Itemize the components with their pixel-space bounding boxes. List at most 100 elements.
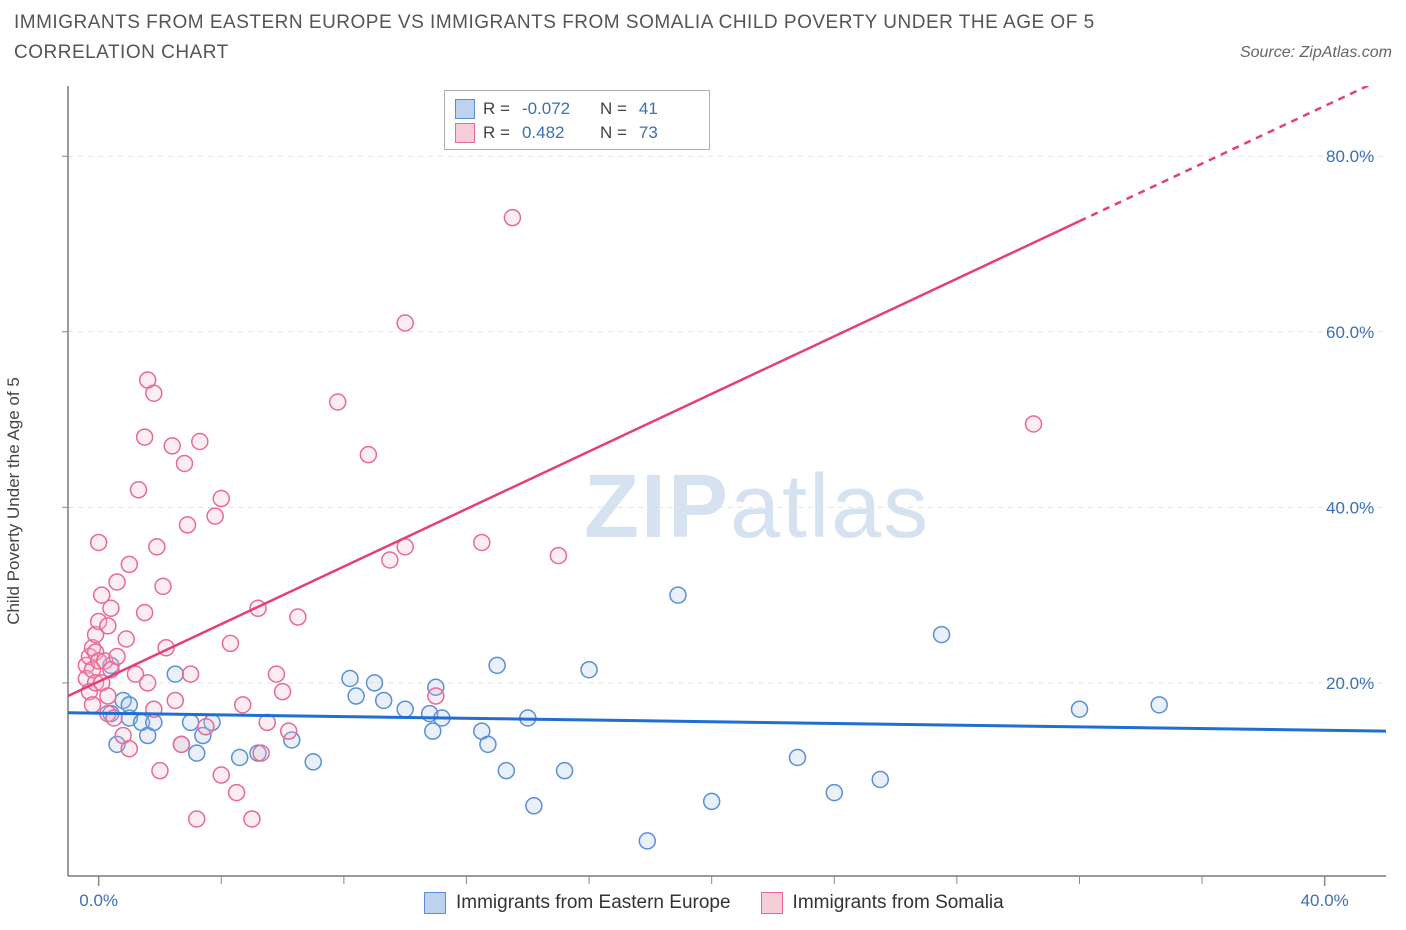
scatter-point (1071, 701, 1087, 717)
scatter-point (526, 798, 542, 814)
scatter-point (360, 447, 376, 463)
scatter-point (198, 719, 214, 735)
scatter-point (85, 697, 101, 713)
scatter-point (180, 517, 196, 533)
scatter-point (173, 736, 189, 752)
y-tick-label: 60.0% (1326, 323, 1374, 342)
scatter-point (189, 811, 205, 827)
legend-n-label: N = (600, 99, 627, 119)
scatter-point (789, 750, 805, 766)
scatter-point (137, 605, 153, 621)
scatter-point (130, 482, 146, 498)
scatter-point (140, 675, 156, 691)
scatter-point (704, 793, 720, 809)
scatter-point (557, 763, 573, 779)
y-tick-label: 40.0% (1326, 498, 1374, 517)
scatter-point (137, 429, 153, 445)
trend-line (68, 221, 1079, 696)
scatter-point (474, 534, 490, 550)
scatter-point (109, 574, 125, 590)
scatter-point (397, 701, 413, 717)
scatter-point (222, 635, 238, 651)
scatter-point (342, 671, 358, 687)
legend-r-value: 0.482 (518, 123, 582, 143)
scatter-point (109, 649, 125, 665)
scatter-point (100, 688, 116, 704)
scatter-point (1026, 416, 1042, 432)
scatter-point (498, 763, 514, 779)
source-label: Source: ZipAtlas.com (1240, 44, 1392, 62)
legend-swatch (761, 892, 783, 914)
scatter-point (121, 556, 137, 572)
legend-r-label: R = (483, 99, 510, 119)
bottom-legend-item: Immigrants from Somalia (761, 892, 1004, 914)
scatter-point (489, 657, 505, 673)
legend-n-label: N = (600, 123, 627, 143)
scatter-point (164, 438, 180, 454)
legend-row: R = 0.482 N = 73 (455, 121, 699, 145)
scatter-point (348, 688, 364, 704)
scatter-point (176, 455, 192, 471)
scatter-point (581, 662, 597, 678)
legend-row: R = -0.072 N = 41 (455, 97, 699, 121)
scatter-point (872, 771, 888, 787)
scatter-point (149, 539, 165, 555)
y-tick-label: 80.0% (1326, 147, 1374, 166)
scatter-point (670, 587, 686, 603)
scatter-point (367, 675, 383, 691)
scatter-point (155, 578, 171, 594)
legend-r-label: R = (483, 123, 510, 143)
scatter-point (290, 609, 306, 625)
scatter-point (235, 697, 251, 713)
scatter-point (189, 745, 205, 761)
bottom-legend: Immigrants from Eastern Europe Immigrants… (424, 892, 1004, 914)
scatter-point (167, 692, 183, 708)
scatter-point (376, 692, 392, 708)
scatter-point (229, 785, 245, 801)
legend-n-value: 41 (635, 99, 699, 119)
scatter-point (167, 666, 183, 682)
scatter-point (253, 745, 269, 761)
legend-r-value: -0.072 (518, 99, 582, 119)
scatter-point (330, 394, 346, 410)
scatter-point (213, 767, 229, 783)
scatter-point (480, 736, 496, 752)
scatter-chart: 0.0%40.0%20.0%40.0%60.0%80.0% (14, 86, 1392, 916)
scatter-point (275, 684, 291, 700)
scatter-point (268, 666, 284, 682)
scatter-point (146, 385, 162, 401)
x-tick-label: 0.0% (79, 891, 118, 910)
scatter-point (397, 315, 413, 331)
legend-swatch (424, 892, 446, 914)
scatter-point (192, 434, 208, 450)
scatter-point (207, 508, 223, 524)
bottom-legend-label: Immigrants from Eastern Europe (456, 892, 731, 914)
scatter-point (121, 741, 137, 757)
scatter-point (550, 548, 566, 564)
scatter-point (244, 811, 260, 827)
scatter-point (1151, 697, 1167, 713)
scatter-point (183, 666, 199, 682)
scatter-point (213, 491, 229, 507)
scatter-point (91, 534, 107, 550)
chart-container: Child Poverty Under the Age of 5 ZIPatla… (14, 86, 1392, 916)
scatter-point (118, 631, 134, 647)
scatter-point (428, 688, 444, 704)
scatter-point (183, 714, 199, 730)
scatter-point (504, 210, 520, 226)
bottom-legend-item: Immigrants from Eastern Europe (424, 892, 731, 914)
scatter-point (103, 600, 119, 616)
scatter-point (382, 552, 398, 568)
legend-box: R = -0.072 N = 41 R = 0.482 N = 73 (444, 90, 710, 150)
bottom-legend-label: Immigrants from Somalia (793, 892, 1004, 914)
y-tick-label: 20.0% (1326, 674, 1374, 693)
scatter-point (152, 763, 168, 779)
scatter-point (305, 754, 321, 770)
legend-n-value: 73 (635, 123, 699, 143)
chart-title: IMMIGRANTS FROM EASTERN EUROPE VS IMMIGR… (14, 8, 1164, 69)
scatter-point (639, 833, 655, 849)
scatter-point (934, 627, 950, 643)
scatter-point (281, 723, 297, 739)
scatter-point (826, 785, 842, 801)
scatter-point (121, 697, 137, 713)
